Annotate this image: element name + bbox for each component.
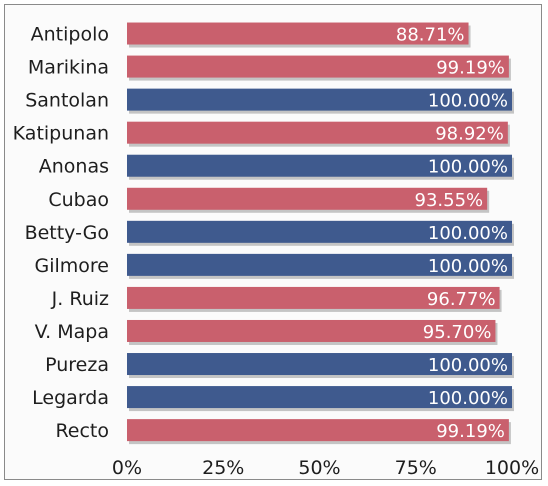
bar-santolan <box>127 88 512 111</box>
x-tick-label: 0% <box>112 457 142 479</box>
x-tick-label: 50% <box>298 457 340 479</box>
bar-j-ruiz <box>127 286 500 309</box>
bar-gilmore <box>127 253 512 276</box>
category-label: V. Mapa <box>35 321 109 343</box>
category-label: J. Ruiz <box>51 288 109 310</box>
category-label: Pureza <box>45 354 109 376</box>
category-label: Cubao <box>48 189 109 211</box>
value-label: 93.55% <box>415 190 484 211</box>
bar-v-mapa <box>127 319 496 342</box>
category-label: Katipunan <box>13 123 109 145</box>
category-label: Betty-Go <box>25 222 109 244</box>
value-label: 100.00% <box>428 223 508 244</box>
value-label: 99.19% <box>436 58 505 79</box>
x-tick-label: 100% <box>485 457 539 479</box>
value-label: 99.19% <box>436 421 505 442</box>
x-tick-label: 75% <box>395 457 437 479</box>
value-label: 98.92% <box>435 124 504 145</box>
value-label: 88.71% <box>396 25 465 46</box>
category-label: Legarda <box>32 387 109 409</box>
bar-marikina <box>127 55 509 78</box>
bar-antipolo <box>127 22 469 45</box>
category-label: Antipolo <box>31 24 109 46</box>
x-tick-label: 25% <box>202 457 244 479</box>
bar-katipunan <box>127 121 508 144</box>
value-label: 100.00% <box>428 388 508 409</box>
value-label: 100.00% <box>428 355 508 376</box>
bar-cubao <box>127 187 488 210</box>
category-label: Anonas <box>39 156 109 178</box>
category-label: Marikina <box>28 57 109 79</box>
value-label: 100.00% <box>428 91 508 112</box>
value-label: 100.00% <box>428 157 508 178</box>
bar-recto <box>127 419 509 442</box>
bar-anonas <box>127 154 512 177</box>
category-label: Recto <box>55 420 109 442</box>
category-label: Gilmore <box>35 255 110 277</box>
value-label: 95.70% <box>423 322 492 343</box>
category-label: Santolan <box>25 90 109 112</box>
value-label: 100.00% <box>428 256 508 277</box>
bar-pureza <box>127 353 512 376</box>
bar-betty-go <box>127 220 512 243</box>
bar-legarda <box>127 386 512 409</box>
value-label: 96.77% <box>427 289 496 310</box>
